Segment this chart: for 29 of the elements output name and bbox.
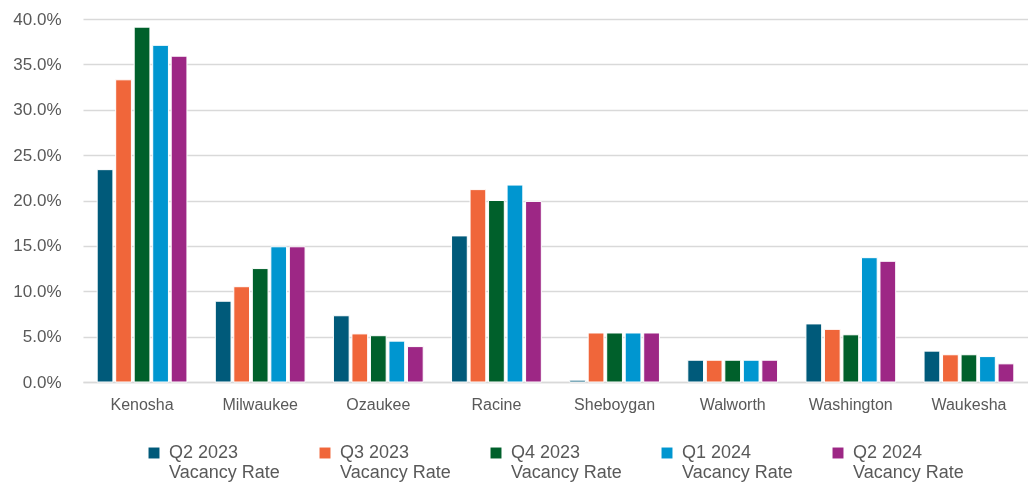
y-tick-label: 10.0% <box>13 281 62 301</box>
y-tick-label: 15.0% <box>13 236 62 256</box>
x-tick-label: Milwaukee <box>222 395 299 413</box>
legend-label: Q4 2023 Vacancy Rate <box>511 442 622 482</box>
legend-label: Q2 2023 Vacancy Rate <box>169 442 280 482</box>
y-tick-label: 40.0% <box>13 9 62 29</box>
bar <box>288 246 306 383</box>
legend-label: Q1 2024 Vacancy Rate <box>682 442 793 482</box>
legend-label: Q2 2024 Vacancy Rate <box>853 442 964 482</box>
x-tick-label: Kenosha <box>110 395 174 413</box>
bar <box>687 359 705 383</box>
x-tick-label: Walworth <box>699 395 766 413</box>
x-tick-label: Racine <box>471 395 522 413</box>
bar <box>805 323 823 383</box>
x-tick-label: Waukesha <box>931 395 1007 413</box>
y-tick-label: 0.0% <box>22 372 62 392</box>
x-tick-label: Sheboygan <box>574 395 656 413</box>
x-tick-label: Ozaukee <box>346 395 411 413</box>
bar <box>406 346 424 383</box>
bar <box>525 200 542 383</box>
y-tick-label: 35.0% <box>13 54 62 74</box>
y-tick-label: 30.0% <box>13 100 62 120</box>
bar <box>170 55 188 383</box>
y-tick-label: 25.0% <box>13 145 62 165</box>
y-tick-label: 20.0% <box>13 191 62 210</box>
bar <box>923 350 941 383</box>
legend-label: Q3 2023 Vacancy Rate <box>340 442 451 482</box>
y-tick-label: 5.0% <box>22 327 62 347</box>
x-tick-label: Washington <box>808 395 893 413</box>
